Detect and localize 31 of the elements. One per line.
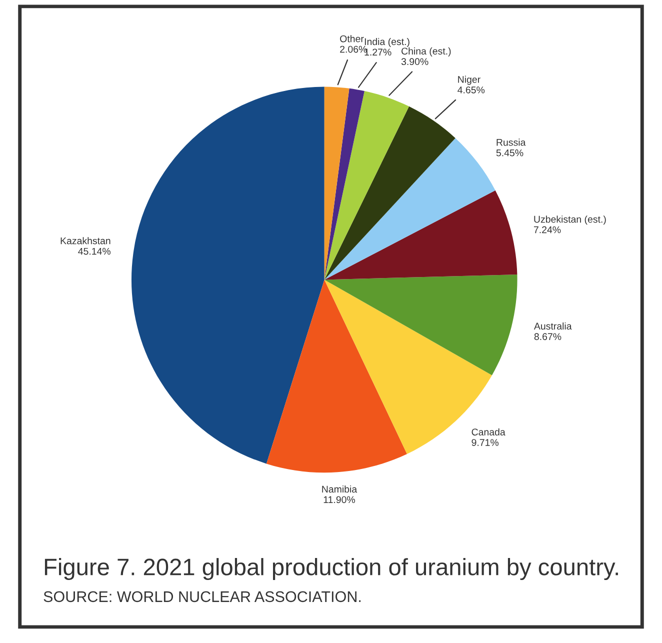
slice-label: China (est.) <box>402 47 451 56</box>
slice-label: Kazakhstan <box>60 237 110 244</box>
pie-slice <box>266 280 408 473</box>
data-label: 2.06% <box>340 46 367 53</box>
data-label: 11.90% <box>324 496 356 504</box>
pie-slice <box>324 274 518 376</box>
data-label: 8.67% <box>534 333 562 340</box>
slice-label: Namibia <box>322 485 358 493</box>
slice-label: Niger <box>458 76 480 85</box>
data-label: 7.24% <box>534 226 561 234</box>
slice-label: India (est.) <box>364 38 410 48</box>
data-label: 3.90% <box>401 58 428 66</box>
pie-slice <box>324 190 518 280</box>
slice-label: Uzbekistan (est.) <box>534 216 606 225</box>
pie-slice <box>324 106 456 280</box>
pie-slice <box>324 88 364 280</box>
source-note: SOURCE: WORLD NUCLEAR ASSOCIATION. <box>44 591 361 602</box>
slice-label: Russia <box>496 138 526 146</box>
slice-label: Other <box>340 35 364 42</box>
slice-label: Australia <box>534 322 572 330</box>
text: Figure 7. 2021 global production of uranium by country. <box>44 558 618 580</box>
pie-slice <box>324 91 410 280</box>
data-label: 1.27% <box>364 48 392 56</box>
data-label: 9.71% <box>472 439 499 446</box>
data-label: 45.14% <box>78 248 110 255</box>
pie-slice <box>324 86 350 280</box>
pie-slice <box>324 138 496 280</box>
slice-label: Canada <box>472 428 506 436</box>
pie-slice <box>132 86 324 464</box>
data-label: 4.65% <box>458 86 485 94</box>
data-label: 5.45% <box>496 149 524 156</box>
